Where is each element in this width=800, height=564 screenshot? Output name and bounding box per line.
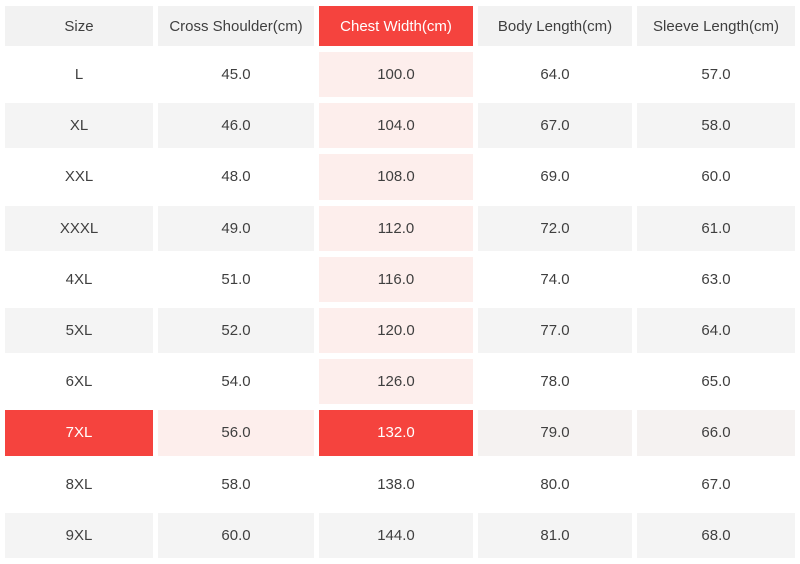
value-cell: 126.0 [319, 359, 473, 405]
value-cell: 100.0 [319, 52, 473, 98]
value-cell: 120.0 [319, 307, 473, 354]
value-cell: 51.0 [221, 270, 251, 288]
value-cell: 49.0 [158, 205, 314, 251]
value-cell: 46.0 [158, 103, 314, 149]
size-cell[interactable]: XXL [64, 168, 94, 186]
table-row: L 45.0 100.0 64.0 57.0 [5, 52, 795, 98]
value-cell: 48.0 [221, 168, 251, 186]
value-cell: 104.0 [319, 103, 473, 149]
value-cell: 68.0 [637, 512, 795, 558]
value-cell: 61.0 [637, 205, 795, 251]
size-cell[interactable]: 5XL [5, 307, 153, 354]
column-header-sleeve-length[interactable]: Sleeve Length(cm) [637, 6, 795, 46]
column-header-body-length[interactable]: Body Length(cm) [478, 6, 632, 46]
value-cell: 56.0 [158, 410, 314, 456]
value-cell: 57.0 [701, 66, 731, 84]
table-row: 7XL 56.0 132.0 79.0 66.0 [5, 410, 795, 456]
value-cell: 67.0 [478, 103, 632, 149]
column-header-cross-shoulder[interactable]: Cross Shoulder(cm) [158, 6, 314, 46]
value-cell: 144.0 [319, 512, 473, 558]
size-cell[interactable]: L [74, 66, 84, 84]
value-cell: 66.0 [637, 410, 795, 456]
size-cell[interactable]: 9XL [5, 512, 153, 558]
table-row: XXL 48.0 108.0 69.0 60.0 [5, 154, 795, 200]
value-cell: 54.0 [221, 373, 251, 391]
value-cell: 132.0 [319, 410, 473, 456]
value-cell: 58.0 [637, 103, 795, 149]
value-cell: 80.0 [540, 475, 570, 493]
size-chart-header: Size Cross Shoulder(cm) Chest Width(cm) … [5, 6, 795, 46]
value-cell: 69.0 [540, 168, 570, 186]
value-cell: 58.0 [221, 475, 251, 493]
value-cell: 81.0 [478, 512, 632, 558]
size-cell[interactable]: XXXL [5, 205, 153, 251]
value-cell: 72.0 [478, 205, 632, 251]
table-row: 5XL 52.0 120.0 77.0 64.0 [5, 307, 795, 354]
value-cell: 52.0 [158, 307, 314, 354]
value-cell: 78.0 [540, 373, 570, 391]
table-row: 9XL 60.0 144.0 81.0 68.0 [5, 512, 795, 558]
table-row: XL 46.0 104.0 67.0 58.0 [5, 103, 795, 149]
table-row: XXXL 49.0 112.0 72.0 61.0 [5, 205, 795, 251]
value-cell: 60.0 [701, 168, 731, 186]
column-header-size[interactable]: Size [5, 6, 153, 46]
value-cell: 79.0 [478, 410, 632, 456]
size-chart-body: L 45.0 100.0 64.0 57.0 XL 46.0 104.0 67.0 58.0 XXL… [5, 52, 795, 558]
value-cell: 45.0 [221, 66, 251, 84]
value-cell: 77.0 [478, 307, 632, 354]
value-cell: 64.0 [540, 66, 570, 84]
value-cell: 116.0 [319, 256, 473, 302]
column-header-chest-width[interactable]: Chest Width(cm) [319, 6, 473, 46]
header-row: Size Cross Shoulder(cm) Chest Width(cm) … [5, 6, 795, 46]
size-cell[interactable]: XL [5, 103, 153, 149]
value-cell: 112.0 [319, 205, 473, 251]
table-row: 8XL 58.0 138.0 80.0 67.0 [5, 462, 795, 507]
size-cell[interactable]: 4XL [65, 270, 93, 288]
value-cell: 64.0 [637, 307, 795, 354]
value-cell: 108.0 [319, 154, 473, 200]
value-cell: 60.0 [158, 512, 314, 558]
value-cell: 74.0 [540, 270, 570, 288]
value-cell: 138.0 [377, 475, 415, 493]
value-cell: 63.0 [701, 270, 731, 288]
size-cell[interactable]: 7XL [5, 410, 153, 456]
size-cell[interactable]: 8XL [65, 475, 93, 493]
value-cell: 65.0 [701, 373, 731, 391]
table-row: 4XL 51.0 116.0 74.0 63.0 [5, 256, 795, 302]
size-cell[interactable]: 6XL [65, 373, 93, 391]
table-row: 6XL 54.0 126.0 78.0 65.0 [5, 359, 795, 405]
value-cell: 67.0 [701, 475, 731, 493]
